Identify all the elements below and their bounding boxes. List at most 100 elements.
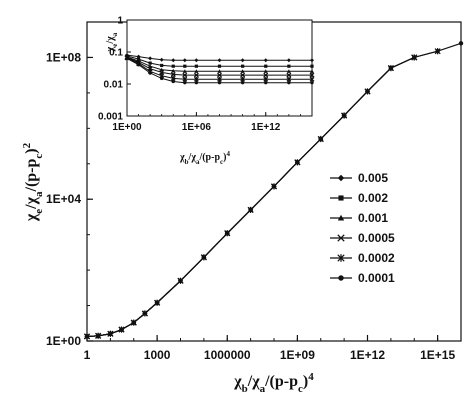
- y-tick-label: 1E+08: [46, 50, 81, 64]
- legend-label: 0.0001: [358, 271, 395, 285]
- inset-series-0.0005-point-stroke-b: [170, 71, 176, 77]
- x-axis-label-part-1: b: [242, 383, 248, 395]
- inset-series-0.0005-point: [170, 71, 176, 77]
- inset-series-0.005-point: [171, 58, 176, 63]
- x-axis-label: χb/χa/(p-pc)4: [233, 371, 314, 395]
- inset-series-0.0005-point: [263, 72, 269, 78]
- axis-labels: χb/χa/(p-pc)4χe/χa/(p-pc)2χb/χa/(p-pc)4χ…: [21, 32, 314, 395]
- inset-series-0.005-point: [240, 58, 245, 63]
- inset-y-axis-label-part-0: χ: [105, 46, 116, 52]
- series-0.0001-point: [131, 320, 136, 325]
- inset-x-axis-label-part-2: /χ: [188, 152, 197, 163]
- main-plot: 1 1000 1000000 1E+09 1E+12 1E+15 1E+00 1E+04 1E+…: [46, 21, 464, 362]
- inset-y-axis-label-part-3: a: [111, 32, 119, 36]
- inset-series-0.005-point: [182, 58, 187, 63]
- inset-y-tick-label: 0.01: [104, 80, 124, 91]
- inset-series-0.001-point: [194, 69, 199, 73]
- inset-series-line-0.001: [126, 56, 312, 72]
- legend-marker: [337, 174, 345, 182]
- series-0.0001-point: [142, 311, 148, 316]
- inset-series-0.0002-point: [286, 76, 292, 82]
- x-axis-label-part-2: /χ: [247, 373, 260, 390]
- inset-series-0.0005-point-stroke-b: [263, 72, 269, 78]
- y-axis-label-part-2: /χ: [23, 196, 40, 209]
- legend-label: 0.005: [358, 171, 388, 185]
- inset-series-0.0005-point-stroke-b: [217, 72, 222, 78]
- x-axis-label-part-7: 4: [308, 371, 314, 383]
- x-tick-label: 1000: [144, 348, 171, 362]
- series-0.0001-point: [412, 55, 417, 60]
- x-tick-label: 1000000: [204, 348, 251, 362]
- y-axis-label-part-5: c: [33, 154, 45, 159]
- inset-x-axis-label-part-7: 4: [226, 150, 230, 158]
- series-line-0.0001: [86, 42, 462, 337]
- inset-series-0.005-point: [263, 58, 268, 63]
- inset-x-axis-label-part-6: ): [223, 152, 226, 163]
- inset-series-line-0.002: [126, 55, 312, 67]
- legend-label: 0.002: [358, 191, 388, 205]
- inset-x-axis-label-part-4: /(p-p: [198, 152, 220, 163]
- inset-plot: 1E+00 1E+06 1E+12 0.001 0.01 0.1 1: [98, 16, 315, 133]
- series-0.0001-point: [119, 327, 124, 332]
- inset-y-axis-label-part-2: /χ: [105, 36, 116, 45]
- legend-entry-0.002: 0.002: [330, 191, 388, 205]
- inset-series-0.002-point: [241, 64, 245, 68]
- inset-x-tick-label: 1E+12: [251, 122, 281, 133]
- series-0.0001-point: [365, 89, 370, 94]
- inset-x-axis-label-part-5: c: [220, 158, 223, 166]
- y-tick-label: 1E+00: [46, 334, 81, 348]
- inset-series-0.002-point: [148, 61, 152, 65]
- legend-marker: [337, 234, 345, 242]
- inset-y-tick-label: 0.1: [109, 48, 123, 59]
- inset-series-0.001-point: [240, 69, 245, 73]
- legend-entry-0.0002: 0.0002: [330, 251, 395, 265]
- inset-series-0.005-point: [159, 57, 164, 62]
- y-axis-label-part-4: /(p-p: [23, 159, 40, 193]
- x-tick-label: 1E+15: [420, 348, 455, 362]
- inset-series-0.005-point: [194, 58, 199, 63]
- series-0.0001-point: [341, 113, 347, 118]
- series-0.0001-point: [435, 48, 440, 54]
- inset-series-0.0005-point-stroke-b: [309, 72, 315, 78]
- inset-x-axis-label-part-0: χ: [179, 152, 185, 163]
- inset-series-0.001-point: [159, 67, 164, 72]
- y-axis-label-part-0: χ: [23, 213, 40, 222]
- inset-series-0.002-point: [194, 64, 198, 68]
- inset-series-0.005-point: [217, 58, 222, 63]
- series-0.0001-point: [84, 334, 90, 339]
- inset-series-0.0001-point: [217, 80, 222, 85]
- inset-y-tick-label: 0.001: [98, 112, 123, 123]
- legend-label: 0.0002: [358, 251, 395, 265]
- inset-series-0.0005-point-stroke-b: [240, 72, 246, 78]
- inset-series-0.0002-point: [193, 76, 199, 82]
- inset-series-0.0002-point: [309, 76, 315, 82]
- inset-series-0.0005-point: [193, 72, 199, 78]
- inset-series-0.0005-point-stroke-b: [286, 72, 292, 78]
- inset-series-0.0001-point: [310, 80, 314, 85]
- x-axis-label-part-6: ): [303, 373, 308, 390]
- inset-series-0.0005-point-stroke-b: [193, 72, 199, 78]
- legend-entry-0.005: 0.005: [330, 171, 388, 185]
- y-tick-label: 1E+04: [46, 192, 81, 206]
- legend-label: 0.001: [358, 211, 388, 225]
- inset-series-0.001-point: [263, 69, 268, 73]
- inset-series-0.001-point: [310, 69, 314, 73]
- inset-x-tick-label: 1E+00: [112, 122, 142, 133]
- inset-series-line-0.005: [126, 54, 312, 61]
- inset-y-tick-label: 1: [117, 16, 123, 27]
- inset-series-0.002-point: [160, 63, 164, 68]
- legend: 0.005 0.002 0.001 0.0005 0.0002 0.0001: [330, 171, 395, 285]
- inset-series-0.005-point: [310, 58, 314, 63]
- inset-series-0.0005-point: [286, 72, 292, 78]
- inset-x-axis-label-part-1: b: [185, 158, 189, 166]
- series-0.0001-point: [295, 160, 300, 165]
- series-0.0001-point: [154, 300, 160, 305]
- inset-series-0.0001-point: [287, 80, 291, 85]
- series-0.0001-point: [108, 331, 113, 336]
- inset-x-axis-label: χb/χa/(p-pc)4: [179, 150, 230, 166]
- inset-series-0.0005-point: [309, 72, 315, 78]
- inset-series-0.002-point: [264, 64, 268, 68]
- inset-series-0.0005-point: [182, 72, 188, 78]
- inset-series-0.005-point: [286, 58, 291, 63]
